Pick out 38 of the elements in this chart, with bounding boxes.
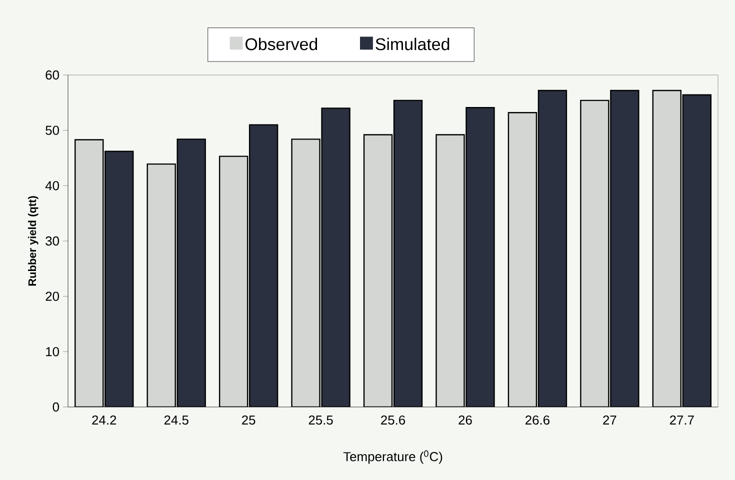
x-tick-label: 25 xyxy=(242,415,256,425)
bar xyxy=(248,124,278,407)
x-tick-label: 24.5 xyxy=(164,415,188,425)
x-tick-label: 26.6 xyxy=(526,415,550,425)
bar xyxy=(363,134,393,407)
x-tick-label: 25.5 xyxy=(308,415,333,425)
x-tick-label: 26 xyxy=(458,415,472,425)
y-tick-label: 50 xyxy=(46,126,60,135)
x-tick-label: 27 xyxy=(603,415,616,425)
bar xyxy=(393,100,423,407)
bar xyxy=(580,100,610,407)
x-axis-title: Temperature ($^{0}$C) xyxy=(343,450,442,464)
bar xyxy=(682,94,712,407)
legend-label: Observed xyxy=(246,38,318,50)
bar xyxy=(652,90,682,407)
y-tick-label: 40 xyxy=(45,181,60,190)
x-tick-label: 24.2 xyxy=(92,415,116,425)
bar xyxy=(610,90,640,407)
bar xyxy=(74,139,104,407)
bar xyxy=(146,163,176,407)
bar xyxy=(218,156,248,407)
bar xyxy=(291,138,320,407)
bar xyxy=(436,134,465,407)
y-tick-label: 10 xyxy=(46,347,60,356)
bar xyxy=(508,112,538,407)
bar xyxy=(466,107,495,407)
bar xyxy=(538,90,568,407)
x-tick-label: 25.6 xyxy=(381,415,406,425)
bar xyxy=(176,138,206,407)
y-tick-label: 20 xyxy=(46,292,60,301)
legend-label: Simulated xyxy=(376,38,450,50)
bar xyxy=(104,150,134,407)
y-axis-title: Rubber yield (qtt) xyxy=(28,196,38,286)
x-tick-label: 27.7 xyxy=(670,415,694,425)
bar xyxy=(321,108,350,407)
y-tick-label: 60 xyxy=(46,70,60,80)
y-tick-label: 0 xyxy=(52,402,60,412)
y-tick-label: 30 xyxy=(46,236,60,246)
